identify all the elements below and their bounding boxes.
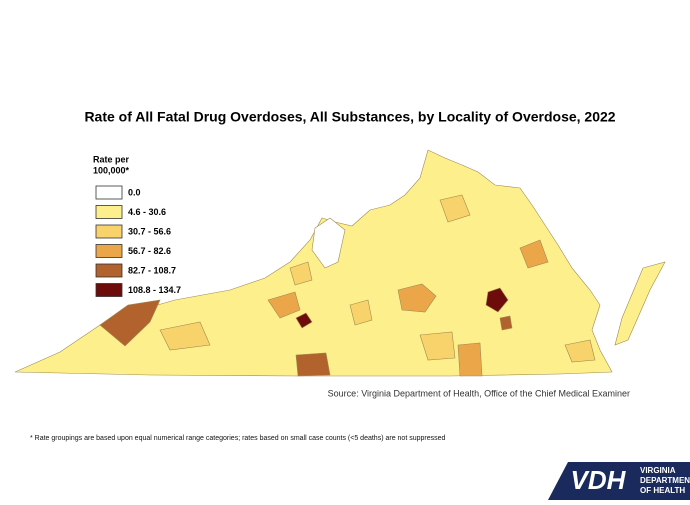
legend-label: 0.0	[128, 187, 141, 197]
legend-swatch	[95, 185, 123, 200]
locality	[439, 194, 471, 223]
source: Source: Virginia Department of Health, O…	[328, 388, 630, 398]
locality	[99, 299, 161, 347]
logo-mark: VDH	[571, 465, 627, 495]
legend-swatch	[95, 244, 123, 258]
locality	[311, 217, 346, 269]
logo: VDH VIRGINIA DEPARTMENT OF HEALTH	[548, 462, 690, 500]
logo-line: DEPARTMENT	[640, 476, 690, 485]
locality	[499, 315, 513, 331]
locality	[267, 291, 301, 319]
locality	[419, 331, 456, 361]
logo-band	[548, 462, 690, 500]
legend-label: 30.7 - 56.6	[128, 226, 171, 236]
locality	[289, 261, 313, 286]
locality	[397, 283, 437, 313]
eastern-shore	[614, 261, 666, 346]
logo-line: OF HEALTH	[640, 486, 685, 495]
map	[14, 149, 666, 377]
locality	[564, 339, 596, 363]
legend-title: Rate per	[93, 154, 130, 164]
legend-label: 56.7 - 82.6	[128, 246, 171, 256]
locality	[159, 321, 211, 351]
state-outline	[14, 149, 613, 377]
logo-line: VIRGINIA	[640, 466, 676, 475]
title: Rate of All Fatal Drug Overdoses, All Su…	[84, 109, 615, 125]
legend-title: 100,000*	[93, 165, 130, 175]
legend-swatch	[95, 224, 123, 239]
locality	[519, 239, 549, 269]
locality	[457, 342, 483, 377]
legend-swatch	[95, 205, 123, 219]
legend-label: 4.6 - 30.6	[128, 207, 166, 217]
legend-swatch	[95, 263, 123, 278]
locality	[349, 299, 373, 326]
legend-label: 82.7 - 108.7	[128, 265, 176, 275]
footnote: * Rate groupings are based upon equal nu…	[30, 435, 445, 442]
legend-label: 108.8 - 134.7	[128, 285, 181, 295]
legend-swatch	[95, 283, 123, 297]
locality	[295, 352, 331, 377]
locality	[485, 287, 509, 313]
locality	[295, 312, 313, 329]
